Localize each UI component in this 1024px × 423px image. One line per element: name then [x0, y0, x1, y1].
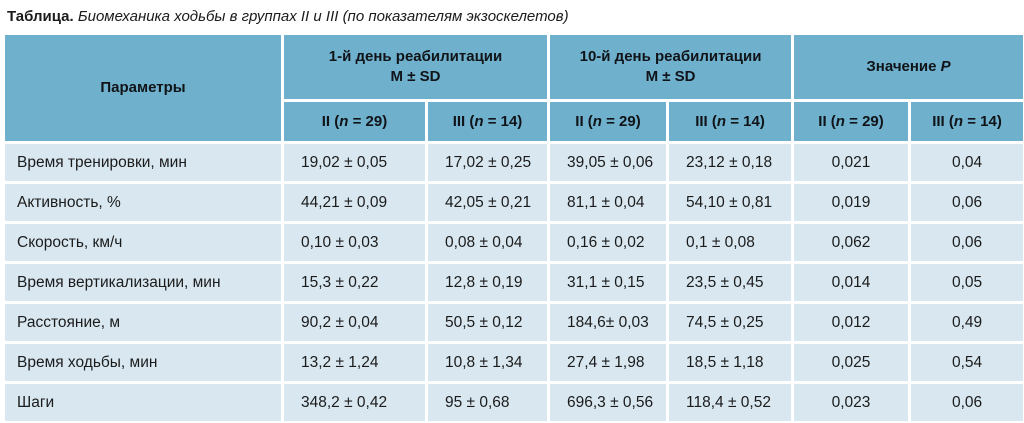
- group-header-pvalue: Значение P: [794, 35, 1024, 99]
- pvalue-cell-iii: 0,06: [911, 384, 1024, 421]
- value-cell-day10-iii: 74,5 ± 0,25: [669, 304, 792, 341]
- pvalue-cell-iii: 0,49: [911, 304, 1024, 341]
- subheader-pvalue-group3: III (n = 14): [911, 102, 1024, 141]
- group-header-day10-line1: 10-й день реабилитации: [579, 48, 762, 65]
- value-cell-day1-ii: 348,2 ± 0,42: [284, 384, 425, 421]
- group-header-day10: 10-й день реабилитации M ± SD: [550, 35, 792, 99]
- value-cell-day1-iii: 50,5 ± 0,12: [428, 304, 548, 341]
- pvalue-cell-ii: 0,023: [794, 384, 909, 421]
- param-cell: Время ходьбы, мин: [5, 344, 281, 381]
- group-header-pvalue-symbol: P: [940, 58, 951, 75]
- sub-header-row: II (n = 29) III (n = 14) II (n = 29) III…: [5, 102, 1024, 141]
- subheader-day1-group2: II (n = 29): [284, 102, 425, 141]
- value-cell-day1-ii: 44,21 ± 0,09: [284, 184, 425, 221]
- param-cell: Время тренировки, мин: [5, 144, 281, 181]
- param-cell: Расстояние, м: [5, 304, 281, 341]
- pvalue-cell-iii: 0,54: [911, 344, 1024, 381]
- subheader-day1-group3: III (n = 14): [428, 102, 548, 141]
- value-cell-day10-ii: 27,4 ± 1,98: [550, 344, 667, 381]
- value-cell-day1-ii: 19,02 ± 0,05: [284, 144, 425, 181]
- value-cell-day1-ii: 13,2 ± 1,24: [284, 344, 425, 381]
- column-header-parameters: Параметры: [5, 35, 281, 141]
- group-header-day10-line2: M ± SD: [645, 68, 696, 85]
- value-cell-day1-iii: 95 ± 0,68: [428, 384, 548, 421]
- value-cell-day10-ii: 184,6± 0,03: [550, 304, 667, 341]
- pvalue-cell-iii: 0,04: [911, 144, 1024, 181]
- value-cell-day1-ii: 90,2 ± 0,04: [284, 304, 425, 341]
- param-cell: Активность, %: [5, 184, 281, 221]
- param-cell: Скорость, км/ч: [5, 224, 281, 261]
- pvalue-cell-ii: 0,025: [794, 344, 909, 381]
- pvalue-cell-iii: 0,06: [911, 224, 1024, 261]
- subheader-day10-group3: III (n = 14): [669, 102, 792, 141]
- value-cell-day10-ii: 0,16 ± 0,02: [550, 224, 667, 261]
- table-caption: Таблица. Биомеханика ходьбы в группах II…: [0, 0, 1024, 32]
- pvalue-cell-ii: 0,014: [794, 264, 909, 301]
- group-header-day1: 1-й день реабилитации M ± SD: [284, 35, 548, 99]
- value-cell-day10-ii: 39,05 ± 0,06: [550, 144, 667, 181]
- value-cell-day10-iii: 54,10 ± 0,81: [669, 184, 792, 221]
- pvalue-cell-iii: 0,06: [911, 184, 1024, 221]
- value-cell-day1-iii: 17,02 ± 0,25: [428, 144, 548, 181]
- value-cell-day10-iii: 118,4 ± 0,52: [669, 384, 792, 421]
- table-row: Расстояние, м 90,2 ± 0,04 50,5 ± 0,12 18…: [5, 304, 1024, 341]
- value-cell-day10-iii: 23,5 ± 0,45: [669, 264, 792, 301]
- table-caption-label: Таблица.: [7, 8, 74, 25]
- pvalue-cell-ii: 0,012: [794, 304, 909, 341]
- value-cell-day1-iii: 42,05 ± 0,21: [428, 184, 548, 221]
- value-cell-day10-ii: 81,1 ± 0,04: [550, 184, 667, 221]
- pvalue-cell-ii: 0,021: [794, 144, 909, 181]
- table-row: Время вертикализации, мин 15,3 ± 0,22 12…: [5, 264, 1024, 301]
- table-row: Время тренировки, мин 19,02 ± 0,05 17,02…: [5, 144, 1024, 181]
- table-row: Шаги 348,2 ± 0,42 95 ± 0,68 696,3 ± 0,56…: [5, 384, 1024, 421]
- value-cell-day1-ii: 0,10 ± 0,03: [284, 224, 425, 261]
- group-header-row: Параметры 1-й день реабилитации M ± SD 1…: [5, 35, 1024, 141]
- value-cell-day10-ii: 31,1 ± 0,15: [550, 264, 667, 301]
- value-cell-day1-ii: 15,3 ± 0,22: [284, 264, 425, 301]
- value-cell-day1-iii: 0,08 ± 0,04: [428, 224, 548, 261]
- table-row: Активность, % 44,21 ± 0,09 42,05 ± 0,21 …: [5, 184, 1024, 221]
- value-cell-day10-ii: 696,3 ± 0,56: [550, 384, 667, 421]
- param-cell: Время вертикализации, мин: [5, 264, 281, 301]
- subheader-pvalue-group2: II (n = 29): [794, 102, 909, 141]
- pvalue-cell-iii: 0,05: [911, 264, 1024, 301]
- group-header-pvalue-text: Значение: [866, 58, 941, 75]
- subheader-day10-group2: II (n = 29): [550, 102, 667, 141]
- value-cell-day10-iii: 23,12 ± 0,18: [669, 144, 792, 181]
- table-row: Время ходьбы, мин 13,2 ± 1,24 10,8 ± 1,3…: [5, 344, 1024, 381]
- table-row: Скорость, км/ч 0,10 ± 0,03 0,08 ± 0,04 0…: [5, 224, 1024, 261]
- value-cell-day10-iii: 18,5 ± 1,18: [669, 344, 792, 381]
- value-cell-day10-iii: 0,1 ± 0,08: [669, 224, 792, 261]
- value-cell-day1-iii: 10,8 ± 1,34: [428, 344, 548, 381]
- value-cell-day1-iii: 12,8 ± 0,19: [428, 264, 548, 301]
- group-header-day1-line2: M ± SD: [390, 68, 441, 85]
- table-caption-text: Биомеханика ходьбы в группах II и III (п…: [73, 8, 569, 25]
- pvalue-cell-ii: 0,019: [794, 184, 909, 221]
- biomechanics-table: Параметры 1-й день реабилитации M ± SD 1…: [2, 32, 1024, 423]
- group-header-day1-line1: 1-й день реабилитации: [328, 48, 503, 65]
- param-cell: Шаги: [5, 384, 281, 421]
- pvalue-cell-ii: 0,062: [794, 224, 909, 261]
